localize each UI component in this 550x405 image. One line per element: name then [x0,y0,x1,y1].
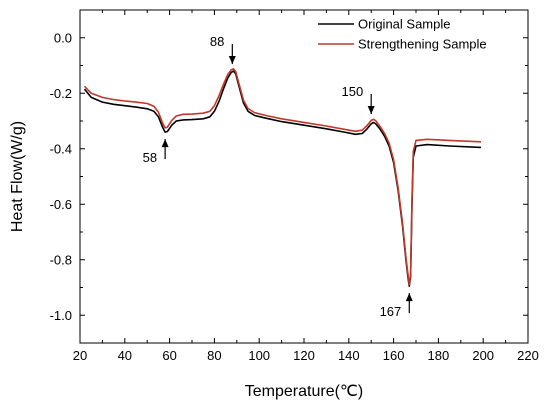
y-tick-label: -1.0 [50,308,72,323]
y-tick-label: -0.8 [50,252,72,267]
x-tick-label: 140 [338,348,360,363]
annotation-arrow-head [228,56,236,65]
x-tick-label: 100 [248,348,270,363]
x-tick-label: 20 [73,348,87,363]
annotation-arrow-head [405,293,413,302]
y-axis-title: Heat Flow(W/g) [9,121,26,232]
plot-frame-layer [79,9,529,344]
annotation-label: 88 [210,34,224,49]
x-axis-title: Temperature(℃) [245,383,363,400]
ticks-layer: 20 40 60 80 100 120 140 160 180 200 220 0.0 -0.2 -0.4… [50,10,539,363]
annotation-label: 58 [143,150,157,165]
x-tick-label: 160 [383,348,405,363]
annotation-arrow-head [367,106,375,114]
plot-frame [79,9,529,344]
y-tick-label: -0.4 [50,141,72,156]
annotation-label: 167 [380,304,402,319]
y-tick-label: -0.2 [50,86,72,101]
legend-label-2: Strengthening Sample [358,37,487,52]
x-tick-label: 60 [162,348,176,363]
annotation-arrow-head [161,139,169,148]
x-tick-label: 40 [118,348,132,363]
x-tick-label: 200 [472,348,494,363]
x-tick-label: 220 [517,348,539,363]
annotation-label: 150 [341,84,363,99]
y-tick-label: 0.0 [54,30,72,45]
legend-label-1: Original Sample [358,17,451,32]
legend: Original Sample Strengthening Sample [318,17,487,52]
y-tick-label: -0.6 [50,197,72,212]
x-tick-label: 80 [207,348,221,363]
annotations-layer: 58 88 150 167 [143,34,413,319]
x-tick-label: 120 [293,348,315,363]
series-layer [83,68,482,287]
x-tick-label: 180 [428,348,450,363]
series-line-2 [83,68,482,286]
